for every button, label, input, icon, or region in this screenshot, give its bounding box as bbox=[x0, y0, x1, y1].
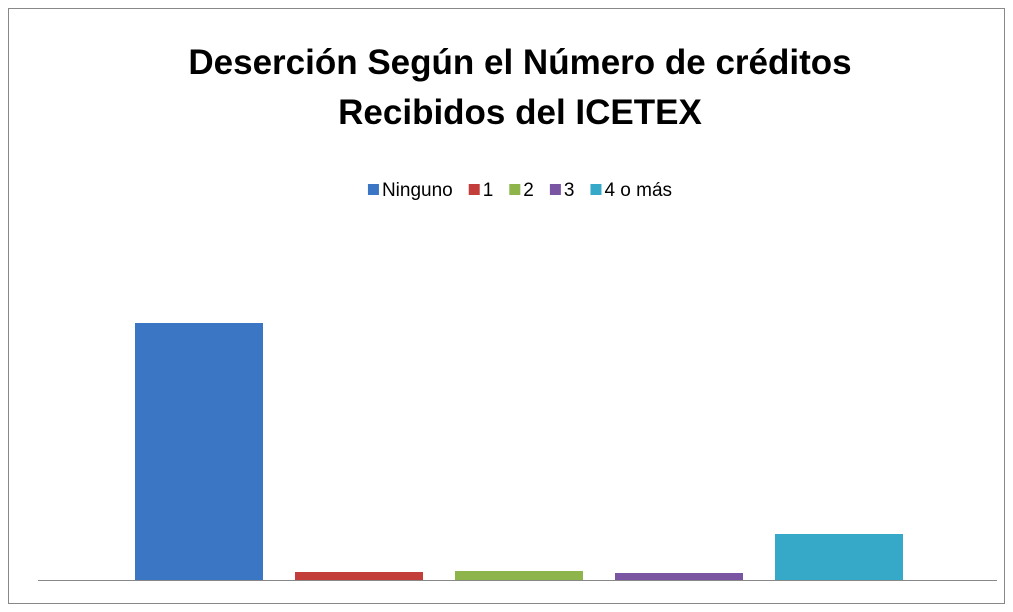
legend-label: 3 bbox=[564, 180, 575, 201]
legend-swatch bbox=[509, 184, 521, 195]
bar bbox=[775, 534, 903, 580]
bar bbox=[295, 572, 423, 580]
legend-label: 1 bbox=[483, 180, 494, 201]
bar bbox=[455, 571, 583, 580]
legend-swatch bbox=[549, 184, 561, 195]
legend-swatch bbox=[590, 184, 602, 195]
bar bbox=[135, 323, 263, 580]
legend-label: Ninguno bbox=[382, 180, 453, 201]
legend-label: 2 bbox=[523, 180, 534, 201]
bar bbox=[615, 573, 743, 580]
legend-swatch bbox=[468, 184, 480, 195]
chart-title: Deserción Según el Número de créditos Re… bbox=[188, 43, 852, 132]
legend-swatch bbox=[367, 184, 379, 195]
legend-label: 4 o más bbox=[604, 180, 672, 201]
